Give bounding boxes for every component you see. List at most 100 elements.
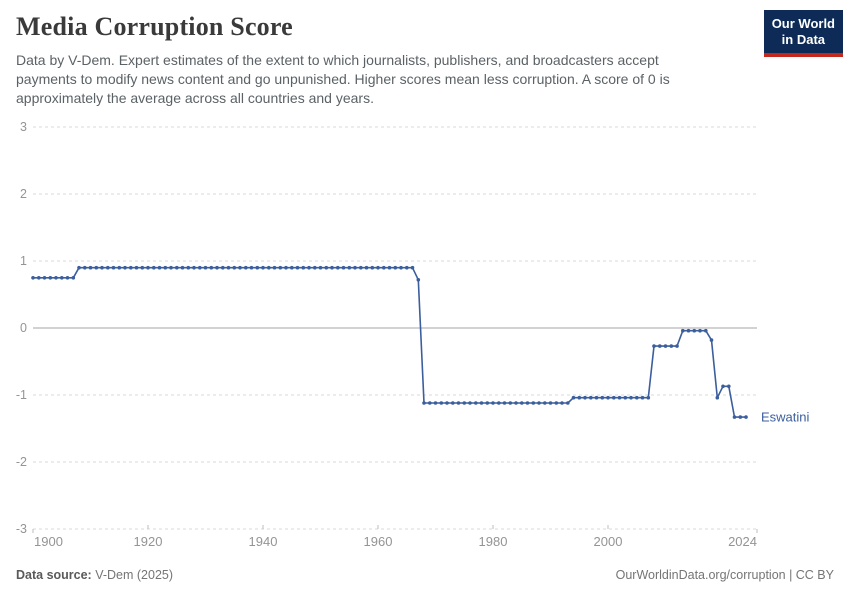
data-point[interactable] xyxy=(267,265,271,270)
data-point[interactable] xyxy=(571,395,576,400)
data-point[interactable] xyxy=(474,401,478,405)
data-point[interactable] xyxy=(261,265,265,270)
data-point[interactable] xyxy=(295,265,300,270)
data-point[interactable] xyxy=(709,338,714,342)
data-point[interactable] xyxy=(537,401,541,405)
data-point[interactable] xyxy=(422,401,426,405)
data-point[interactable] xyxy=(640,395,645,400)
data-point[interactable] xyxy=(284,265,288,270)
data-point[interactable] xyxy=(324,265,329,270)
data-point[interactable] xyxy=(301,265,306,270)
data-point[interactable] xyxy=(543,401,547,405)
data-point[interactable] xyxy=(416,278,421,282)
data-point[interactable] xyxy=(600,395,605,400)
data-point[interactable] xyxy=(732,415,737,419)
data-point[interactable] xyxy=(232,265,237,270)
data-point[interactable] xyxy=(744,415,748,419)
data-point[interactable] xyxy=(514,401,518,405)
data-point[interactable] xyxy=(192,265,196,270)
data-point[interactable] xyxy=(71,276,76,280)
data-point[interactable] xyxy=(399,265,403,270)
data-point[interactable] xyxy=(48,276,53,280)
data-point[interactable] xyxy=(525,401,530,405)
data-point[interactable] xyxy=(405,265,409,270)
data-point[interactable] xyxy=(606,395,610,400)
data-point[interactable] xyxy=(491,401,495,405)
data-point[interactable] xyxy=(692,328,697,333)
data-point[interactable] xyxy=(198,265,202,270)
data-point[interactable] xyxy=(238,265,242,270)
data-point[interactable] xyxy=(479,401,484,405)
data-point[interactable] xyxy=(249,265,254,270)
data-point[interactable] xyxy=(221,265,225,270)
data-point[interactable] xyxy=(669,344,674,348)
data-point[interactable] xyxy=(307,265,311,270)
data-point[interactable] xyxy=(652,344,656,348)
data-point[interactable] xyxy=(704,328,708,333)
data-point[interactable] xyxy=(658,344,662,348)
data-point[interactable] xyxy=(715,395,720,400)
data-point[interactable] xyxy=(31,276,35,280)
data-point[interactable] xyxy=(462,401,467,405)
data-point[interactable] xyxy=(554,401,559,405)
data-point[interactable] xyxy=(698,328,702,333)
data-point[interactable] xyxy=(134,265,139,270)
data-point[interactable] xyxy=(364,265,369,270)
data-point[interactable] xyxy=(410,265,415,270)
data-point[interactable] xyxy=(83,265,87,270)
data-point[interactable] xyxy=(215,265,219,270)
data-point[interactable] xyxy=(226,265,231,270)
data-point[interactable] xyxy=(54,276,58,280)
data-point[interactable] xyxy=(318,265,323,270)
data-point[interactable] xyxy=(203,265,208,270)
data-point[interactable] xyxy=(428,401,432,405)
data-point[interactable] xyxy=(65,276,70,280)
data-point[interactable] xyxy=(157,265,162,270)
data-point[interactable] xyxy=(617,395,622,400)
data-point[interactable] xyxy=(42,276,47,280)
data-point[interactable] xyxy=(341,265,346,270)
data-point[interactable] xyxy=(629,395,633,400)
series-entity-label[interactable]: Eswatini xyxy=(761,410,810,425)
data-point[interactable] xyxy=(577,395,582,400)
data-point[interactable] xyxy=(520,401,524,405)
data-point[interactable] xyxy=(583,395,587,400)
data-point[interactable] xyxy=(77,265,81,270)
data-point[interactable] xyxy=(508,401,513,405)
data-point[interactable] xyxy=(106,265,110,270)
data-point[interactable] xyxy=(37,276,41,280)
data-point[interactable] xyxy=(60,276,64,280)
data-point[interactable] xyxy=(589,395,593,400)
data-point[interactable] xyxy=(376,265,380,270)
data-point[interactable] xyxy=(175,265,179,270)
data-point[interactable] xyxy=(548,401,553,405)
data-point[interactable] xyxy=(451,401,455,405)
owid-logo[interactable]: Our World in Data xyxy=(763,10,843,57)
data-point[interactable] xyxy=(594,395,599,400)
data-point[interactable] xyxy=(502,401,507,405)
data-point[interactable] xyxy=(180,265,185,270)
data-point[interactable] xyxy=(663,344,668,348)
data-point[interactable] xyxy=(468,401,472,405)
data-point[interactable] xyxy=(393,265,398,270)
data-point[interactable] xyxy=(433,401,438,405)
data-point[interactable] xyxy=(111,265,116,270)
data-point[interactable] xyxy=(290,265,294,270)
data-point[interactable] xyxy=(387,265,392,270)
data-point[interactable] xyxy=(359,265,363,270)
data-point[interactable] xyxy=(646,395,651,400)
data-point[interactable] xyxy=(721,384,725,389)
data-point[interactable] xyxy=(169,265,173,270)
owid-credit-link[interactable]: OurWorldinData.org/corruption | CC BY xyxy=(615,568,834,582)
data-point[interactable] xyxy=(209,265,214,270)
data-point[interactable] xyxy=(88,265,93,270)
data-point[interactable] xyxy=(681,328,685,333)
data-point[interactable] xyxy=(330,265,334,270)
data-point[interactable] xyxy=(347,265,352,270)
data-point[interactable] xyxy=(255,265,260,270)
data-point[interactable] xyxy=(675,344,679,348)
data-point[interactable] xyxy=(635,395,639,400)
data-point[interactable] xyxy=(686,328,691,333)
data-point[interactable] xyxy=(123,265,127,270)
data-point[interactable] xyxy=(727,384,731,389)
